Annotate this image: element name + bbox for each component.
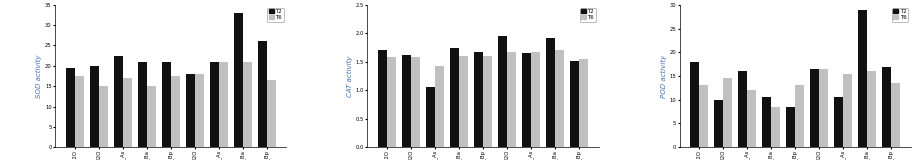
Y-axis label: SOD activity: SOD activity — [36, 54, 42, 98]
Bar — [90, 66, 98, 147]
Bar — [74, 76, 84, 147]
Bar — [210, 62, 219, 147]
Bar — [147, 86, 156, 147]
Legend: T2, T6: T2, T6 — [891, 8, 907, 22]
Bar — [195, 74, 204, 147]
Bar — [809, 69, 818, 147]
Bar — [506, 52, 516, 147]
Bar — [233, 13, 243, 147]
Bar — [378, 50, 387, 147]
Bar — [857, 10, 867, 147]
Bar — [267, 80, 276, 147]
Bar — [402, 55, 411, 147]
Bar — [411, 57, 420, 147]
Bar — [818, 69, 827, 147]
Bar — [98, 86, 108, 147]
Y-axis label: CAT activity: CAT activity — [346, 55, 352, 97]
Bar — [713, 100, 722, 147]
Bar — [698, 85, 708, 147]
Bar — [722, 78, 732, 147]
Bar — [794, 85, 803, 147]
Bar — [123, 78, 131, 147]
Bar — [449, 48, 459, 147]
Bar — [435, 66, 444, 147]
Bar — [171, 76, 180, 147]
Bar — [473, 52, 482, 147]
Bar — [891, 83, 900, 147]
Bar — [387, 57, 396, 147]
Bar — [186, 74, 195, 147]
Bar — [842, 74, 851, 147]
Bar — [219, 62, 228, 147]
Bar — [554, 50, 563, 147]
Bar — [770, 107, 779, 147]
Bar — [689, 62, 698, 147]
Bar — [257, 41, 267, 147]
Bar — [114, 56, 123, 147]
Bar — [746, 90, 755, 147]
Bar — [521, 53, 530, 147]
Bar — [737, 71, 746, 147]
Bar — [497, 36, 506, 147]
Bar — [243, 62, 252, 147]
Bar — [138, 62, 147, 147]
Bar — [834, 97, 842, 147]
Legend: T2, T6: T2, T6 — [579, 8, 596, 22]
Bar — [785, 107, 794, 147]
Bar — [530, 52, 539, 147]
Bar — [162, 62, 171, 147]
Bar — [459, 56, 468, 147]
Legend: T2, T6: T2, T6 — [267, 8, 283, 22]
Bar — [761, 97, 770, 147]
Y-axis label: POD activity: POD activity — [660, 54, 666, 98]
Bar — [881, 67, 891, 147]
Bar — [578, 59, 587, 147]
Bar — [867, 71, 875, 147]
Bar — [482, 56, 492, 147]
Bar — [65, 68, 74, 147]
Bar — [569, 61, 578, 147]
Bar — [545, 38, 554, 147]
Bar — [425, 87, 435, 147]
